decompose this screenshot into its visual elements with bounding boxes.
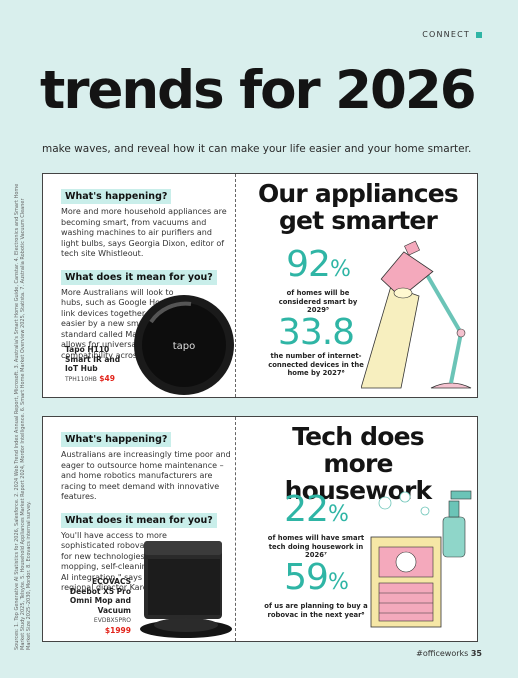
sources-text: Sources: 1. Top Generative AI Statistics… [14, 183, 32, 650]
stat-caption: of us are planning to buy a robovac in t… [264, 602, 368, 619]
panel-heading: Our appliances get smarter [257, 179, 459, 235]
paragraph: More Australians will look to hubs, such… [61, 287, 187, 360]
panel-divider [235, 174, 236, 397]
stat-value: 22% [284, 489, 349, 530]
cleaning-robot-illustration [370, 490, 472, 628]
page-subtitle: make waves, and reveal how it can make y… [42, 143, 472, 155]
panel-divider [235, 417, 236, 641]
product-name: ECOVACS Deebot X5 Pro Omni Mop and Vacuu… [69, 577, 131, 615]
question-heading: What's happening? [61, 432, 172, 447]
paragraph: More and more household appliances are b… [61, 207, 227, 258]
panel-housework: What's happening? Australians are increa… [42, 416, 478, 642]
section-square-icon [476, 31, 482, 38]
stat-value: 59% [284, 557, 349, 598]
product-name: Tapo H110 Smart IR and IoT Hub [65, 345, 121, 373]
paragraph: You'll have access to more sophisticated… [61, 530, 201, 593]
stat-block: 92% of homes will be considered smart by… [268, 246, 368, 315]
stat-value: 33.8 [277, 312, 355, 353]
stat-caption: the number of internet-connected devices… [268, 352, 364, 377]
device-logo: tapo [173, 341, 196, 352]
page-title: trends for 2026 [40, 60, 477, 121]
panel-housework-text: What's happening? Australians are increa… [61, 427, 231, 599]
question-heading: What's happening? [61, 189, 172, 204]
product-code: EVDBX5PRO [93, 617, 131, 624]
stat-value: 92% [286, 244, 351, 285]
question-heading: What does it mean for you? [61, 269, 217, 285]
product-price: $1999 [104, 625, 131, 635]
panel-appliances-stats: Our appliances get smarter [243, 180, 473, 234]
panel-heading: Tech does more housework [284, 422, 432, 505]
section-name: CONNECT [422, 30, 470, 39]
stat-block: 59% of us are planning to buy a robovac … [261, 559, 371, 619]
sources-sidebar: Sources: 1. Top Generative AI Statistics… [14, 180, 34, 650]
stat-block: 22% of homes will have smart tech doing … [261, 491, 371, 560]
stat-caption: of homes will have smart tech doing hous… [267, 534, 365, 559]
stat-block: 33.8 the number of internet-connected de… [261, 314, 371, 378]
panel-appliances-text: What's happening? More and more househol… [61, 184, 231, 366]
section-label: CONNECT [422, 30, 482, 39]
page-number: 35 [470, 649, 482, 658]
product-price: $49 [99, 373, 115, 383]
page-footer: #officeworks 35 [416, 649, 482, 658]
desk-lamp-illustration [361, 240, 472, 389]
footer-hashtag: #officeworks [416, 649, 469, 658]
panel-appliances: What's happening? More and more househol… [42, 173, 478, 398]
panel-housework-stats: Tech does more housework [243, 423, 473, 504]
product-code: TPH110HB [65, 375, 97, 383]
paragraph: Australians are increasingly time poor a… [61, 450, 231, 501]
product-caption: Tapo H110 Smart IR and IoT Hub TPH110HB … [65, 345, 131, 384]
stat-caption: of homes will be considered smart by 202… [278, 289, 358, 314]
product-caption: ECOVACS Deebot X5 Pro Omni Mop and Vacuu… [69, 577, 131, 635]
robot-vacuum-station-image [140, 541, 232, 638]
question-heading: What does it mean for you? [61, 512, 217, 528]
smart-hub-image: tapo [134, 295, 234, 395]
